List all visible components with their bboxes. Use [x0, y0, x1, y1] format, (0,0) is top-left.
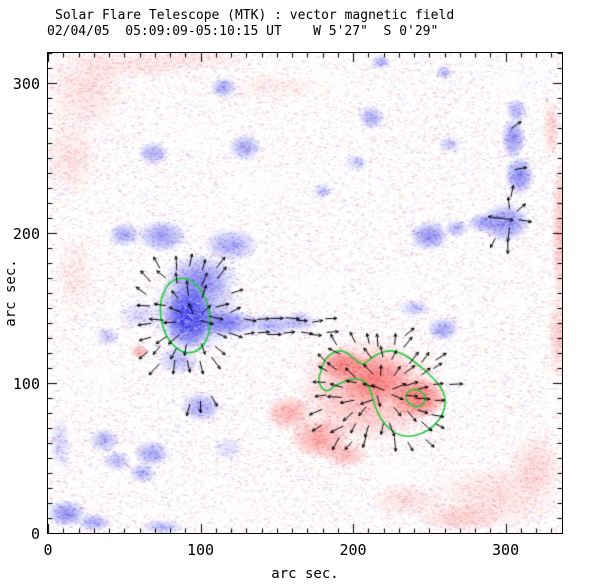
x-axis-title: arc sec.	[271, 566, 339, 582]
x-tick-label: 200	[339, 541, 367, 559]
figure-title: Solar Flare Telescope (MTK) : vector mag…	[55, 8, 455, 23]
y-tick-label: 200	[12, 225, 40, 243]
x-tick-label: 100	[186, 541, 215, 559]
x-tick-label: 0	[43, 541, 53, 559]
y-tick-label: 0	[30, 525, 40, 543]
figure-subtitle: 02/04/05 05:09:09-05:10:15 UT W 5'27" S …	[47, 24, 439, 39]
y-axis-title: arc sec.	[3, 259, 19, 327]
x-tick-label: 300	[492, 541, 520, 559]
y-tick-label: 300	[12, 75, 40, 93]
magnetogram-canvas	[48, 53, 562, 533]
y-tick-label: 100	[12, 375, 40, 393]
